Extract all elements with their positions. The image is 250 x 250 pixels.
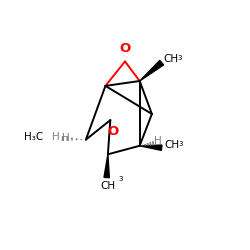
Polygon shape [140, 145, 162, 150]
Text: 3: 3 [178, 55, 182, 61]
Text: CH: CH [164, 140, 179, 150]
Text: 3: 3 [179, 141, 183, 147]
Text: CH: CH [101, 181, 116, 191]
Text: H: H [62, 133, 70, 143]
Text: O: O [120, 42, 130, 55]
Text: H: H [154, 136, 162, 146]
Text: H: H [52, 132, 60, 142]
Text: O: O [107, 124, 118, 138]
Polygon shape [104, 154, 109, 178]
Text: 3: 3 [118, 176, 123, 182]
Polygon shape [140, 60, 164, 81]
Text: H₃C: H₃C [24, 132, 43, 142]
Text: CH: CH [163, 54, 178, 64]
